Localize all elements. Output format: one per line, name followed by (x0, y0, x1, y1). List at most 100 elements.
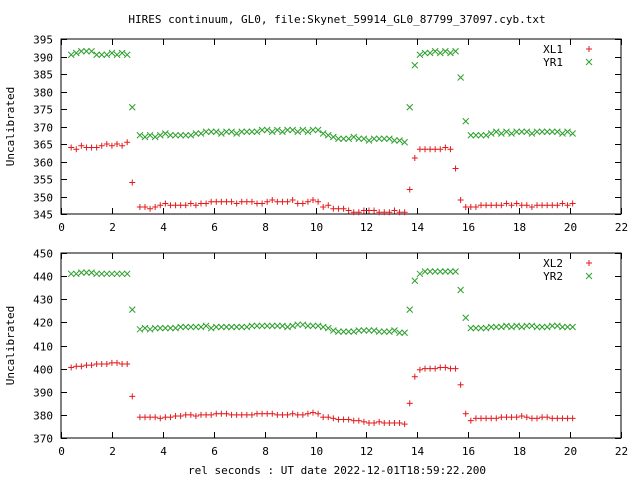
data-point-YR2-89 (523, 322, 531, 330)
y-tick-label: 365 (33, 139, 53, 152)
data-point-XL2-57 (360, 418, 367, 425)
data-point-YR2-18 (162, 324, 169, 332)
data-point-YR2-32 (233, 323, 240, 331)
x-tick-label: 14 (411, 445, 425, 458)
y-tick-label: 355 (33, 174, 53, 187)
data-point-XL2-65 (401, 421, 408, 428)
data-point-XL1-54 (345, 207, 352, 214)
data-point-YR2-85 (503, 322, 510, 330)
data-point-XL1-65 (401, 209, 408, 216)
data-point-YR1-93 (543, 128, 551, 136)
y-tick-label: 380 (33, 410, 53, 423)
data-point-YR2-45 (299, 321, 307, 329)
plot-frame (60, 38, 622, 215)
data-point-YR1-0 (67, 51, 75, 59)
data-point-YR2-71 (431, 268, 439, 275)
data-point-YR2-51 (330, 327, 337, 334)
data-point-YR1-34 (243, 128, 251, 136)
chart-panel-1: 345 350 355 360 365 370 375 380 385 390 395 0 2 4 6 8 10… (4, 34, 628, 235)
data-point-YR2-15 (146, 325, 154, 333)
data-point-XL1-40 (274, 198, 281, 205)
data-point-YR2-70 (426, 268, 434, 275)
data-point-XL1-80 (478, 202, 484, 209)
data-point-XL2-96 (559, 415, 566, 422)
x-tick-label: 4 (160, 221, 167, 234)
data-point-XL2-17 (157, 415, 164, 422)
data-point-XL2-94 (549, 415, 556, 422)
data-point-YR1-31 (228, 128, 235, 136)
data-point-YR2-5 (93, 270, 100, 278)
x-tick-label: 4 (160, 445, 167, 458)
data-point-YR1-58 (365, 137, 373, 144)
data-point-XL1-7 (103, 141, 110, 147)
legend-label: XL2 (543, 257, 563, 270)
y-tick-label: 430 (33, 294, 53, 307)
x-tick-label: 16 (462, 445, 475, 458)
data-point-XL2-20 (172, 413, 179, 420)
x-tick-label: 2 (109, 445, 116, 458)
series-YR2 (67, 268, 576, 337)
data-point-XL2-7 (103, 361, 110, 367)
data-point-XL2-28 (213, 410, 220, 417)
data-point-YR2-40 (274, 322, 281, 330)
data-point-XL1-12 (129, 179, 136, 186)
data-point-XL2-61 (381, 419, 388, 426)
data-point-YR2-86 (508, 323, 515, 331)
y-tick-label: 375 (33, 104, 53, 117)
data-point-XL1-36 (254, 200, 260, 207)
data-point-XL1-96 (559, 200, 566, 207)
data-point-YR1-45 (299, 126, 307, 134)
data-point-XL2-92 (539, 414, 546, 421)
data-point-YR2-30 (223, 323, 230, 331)
series-XL2 (68, 359, 576, 428)
data-point-YR1-60 (375, 135, 383, 143)
x-axis-label: rel seconds : UT date 2022-12-01T18:59:2… (188, 464, 486, 477)
data-point-YR2-55 (350, 328, 358, 335)
data-point-XL1-84 (498, 202, 505, 209)
data-point-XL2-44 (294, 411, 301, 418)
data-point-XL1-49 (320, 204, 327, 210)
data-point-YR1-4 (88, 47, 95, 55)
data-point-YR2-68 (416, 270, 424, 278)
data-point-YR2-97 (564, 323, 571, 331)
data-point-XL1-30 (223, 198, 230, 205)
data-point-XL2-54 (345, 416, 352, 423)
data-point-XL1-33 (238, 198, 245, 205)
data-point-YR1-21 (177, 131, 184, 139)
data-point-XL1-43 (289, 197, 296, 203)
data-point-YR1-15 (146, 131, 154, 139)
data-point-XL2-21 (177, 413, 184, 420)
data-point-XL1-38 (264, 198, 271, 205)
data-point-YR2-4 (88, 269, 95, 277)
data-point-YR1-84 (498, 130, 505, 137)
data-point-YR1-30 (223, 128, 230, 136)
y-tick-label: 370 (33, 122, 53, 135)
data-point-YR1-63 (391, 137, 398, 144)
data-point-XL1-66 (406, 186, 413, 193)
data-point-YR2-82 (487, 323, 495, 331)
data-point-YR1-36 (253, 128, 261, 136)
data-point-XL1-23 (187, 200, 194, 207)
data-point-XL1-52 (335, 205, 342, 212)
chart-panel-2: 370 380 390 400 410 420 430 440 450 0 2 4 6 8 10 12 14 16… (4, 248, 628, 459)
data-point-YR1-72 (436, 49, 444, 57)
data-point-XL2-83 (493, 415, 500, 422)
data-point-YR2-53 (340, 328, 347, 335)
data-point-XL2-63 (391, 419, 398, 426)
data-point-YR1-56 (355, 135, 363, 143)
x-tick-label: 20 (564, 221, 577, 234)
data-point-XL2-75 (452, 365, 459, 372)
legend-label: XL1 (543, 43, 563, 56)
data-point-YR2-72 (436, 268, 444, 275)
legend-label: YR2 (543, 270, 563, 283)
data-point-YR1-87 (513, 128, 520, 136)
data-point-YR1-49 (319, 130, 327, 137)
data-point-XL1-68 (416, 146, 423, 153)
data-point-YR2-67 (411, 277, 419, 285)
data-point-YR2-79 (472, 324, 480, 332)
data-point-YR2-10 (118, 270, 126, 278)
data-point-YR1-85 (503, 128, 510, 136)
data-point-XL1-50 (325, 202, 332, 209)
data-point-YR1-67 (411, 61, 419, 69)
data-point-YR2-3 (83, 269, 90, 277)
